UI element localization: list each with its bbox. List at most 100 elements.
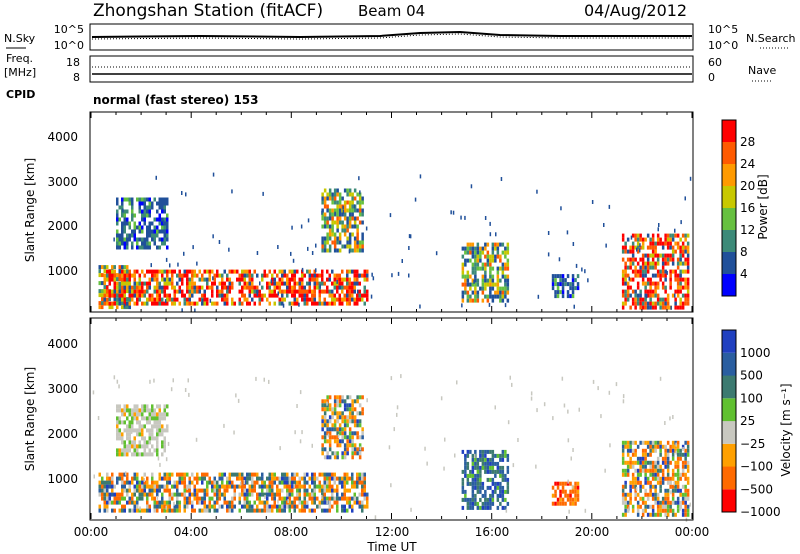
velocity-cell [651, 492, 655, 497]
power-cell [358, 289, 361, 294]
power-cell [156, 229, 159, 234]
power-cell [639, 257, 642, 262]
velocity-cell [499, 493, 502, 498]
power-cell [649, 293, 652, 298]
power-cell [626, 293, 630, 298]
power-cell [161, 201, 164, 206]
velocity-cell [158, 484, 161, 489]
power-cell [106, 285, 109, 290]
velocity-cell [476, 473, 480, 478]
velocity-cell [158, 428, 161, 433]
velocity-cell [256, 496, 259, 501]
power-cell [646, 261, 650, 266]
velocity-cell [246, 480, 249, 485]
velocity-cell [489, 457, 492, 462]
power-cell [686, 261, 690, 266]
velocity-cell [108, 492, 111, 497]
velocity-cell [343, 484, 346, 489]
velocity-cell [331, 492, 334, 497]
power-cell [639, 289, 642, 294]
power-cell [291, 289, 294, 294]
velocity-cell [146, 496, 149, 501]
power-cell [353, 220, 357, 225]
power-cell [323, 236, 327, 241]
power-colorbar-tick: 24 [740, 157, 755, 171]
velocity-cell [644, 452, 647, 457]
power-cell [351, 289, 354, 294]
power-cell [686, 269, 690, 274]
power-cell [341, 224, 344, 229]
power-cell [113, 285, 116, 290]
power-cell [484, 282, 487, 287]
power-cell [228, 277, 231, 282]
power-cell [666, 257, 670, 262]
power-cell [276, 281, 279, 286]
power-cell [173, 289, 176, 294]
power-cell [605, 243, 607, 248]
velocity-cell [624, 512, 627, 517]
power-cell [253, 269, 256, 274]
power-cell [216, 293, 219, 298]
velocity-cell [231, 472, 234, 477]
velocity-cell [651, 504, 655, 509]
velocity-cell [158, 500, 161, 505]
velocity-cell [264, 495, 266, 499]
power-cell [133, 225, 136, 230]
power-cell [216, 285, 219, 290]
power-cell [471, 290, 475, 295]
velocity-cell [143, 480, 146, 485]
velocity-cell [356, 500, 359, 505]
velocity-cell [301, 504, 304, 509]
velocity-cell [481, 449, 485, 454]
power-cell [136, 241, 139, 246]
velocity-cell [504, 497, 507, 502]
power-cell [464, 258, 467, 263]
velocity-cell [681, 508, 685, 513]
mode-text: normal (fast stereo) 153 [93, 93, 259, 107]
velocity-cell [358, 423, 362, 428]
velocity-cell [303, 504, 306, 509]
power-cell [196, 285, 199, 290]
velocity-cell [271, 492, 274, 497]
power-cell [346, 188, 349, 193]
velocity-cell [635, 486, 638, 491]
velocity-cell [133, 408, 136, 413]
velocity-cell [646, 496, 650, 501]
power-cell [348, 277, 351, 282]
velocity-cell [123, 404, 126, 409]
power-cell [141, 213, 144, 218]
velocity-cell [346, 403, 349, 408]
velocity-cell [128, 424, 131, 429]
velocity-cell [469, 497, 472, 502]
velocity-cell [231, 496, 234, 501]
velocity-cell [651, 508, 655, 513]
power-cell [338, 281, 341, 286]
velocity-cell [133, 472, 136, 477]
power-cell [291, 269, 294, 274]
velocity-cell [128, 420, 131, 425]
velocity-cell [659, 468, 662, 473]
power-cell [343, 244, 347, 249]
velocity-cell [323, 435, 327, 440]
velocity-cell [286, 500, 289, 505]
velocity-cell [176, 496, 179, 501]
power-cell [566, 274, 570, 279]
velocity-cell [293, 496, 296, 501]
power-cell [233, 269, 236, 274]
velocity-cell [303, 508, 306, 513]
power-cell [321, 269, 324, 274]
velocity-cell [276, 508, 279, 513]
power-cell [486, 262, 490, 267]
power-cell [133, 293, 136, 298]
power-cell [659, 253, 662, 258]
velocity-cell [286, 492, 289, 497]
power-cell [646, 277, 650, 282]
power-cell [138, 277, 141, 282]
power-cell [171, 281, 174, 286]
power-cell [188, 297, 191, 302]
velocity-cell [336, 415, 339, 420]
velocity-cell [331, 411, 334, 416]
power-cell [111, 289, 114, 294]
velocity-cell [636, 476, 640, 481]
power-cell [681, 245, 685, 250]
